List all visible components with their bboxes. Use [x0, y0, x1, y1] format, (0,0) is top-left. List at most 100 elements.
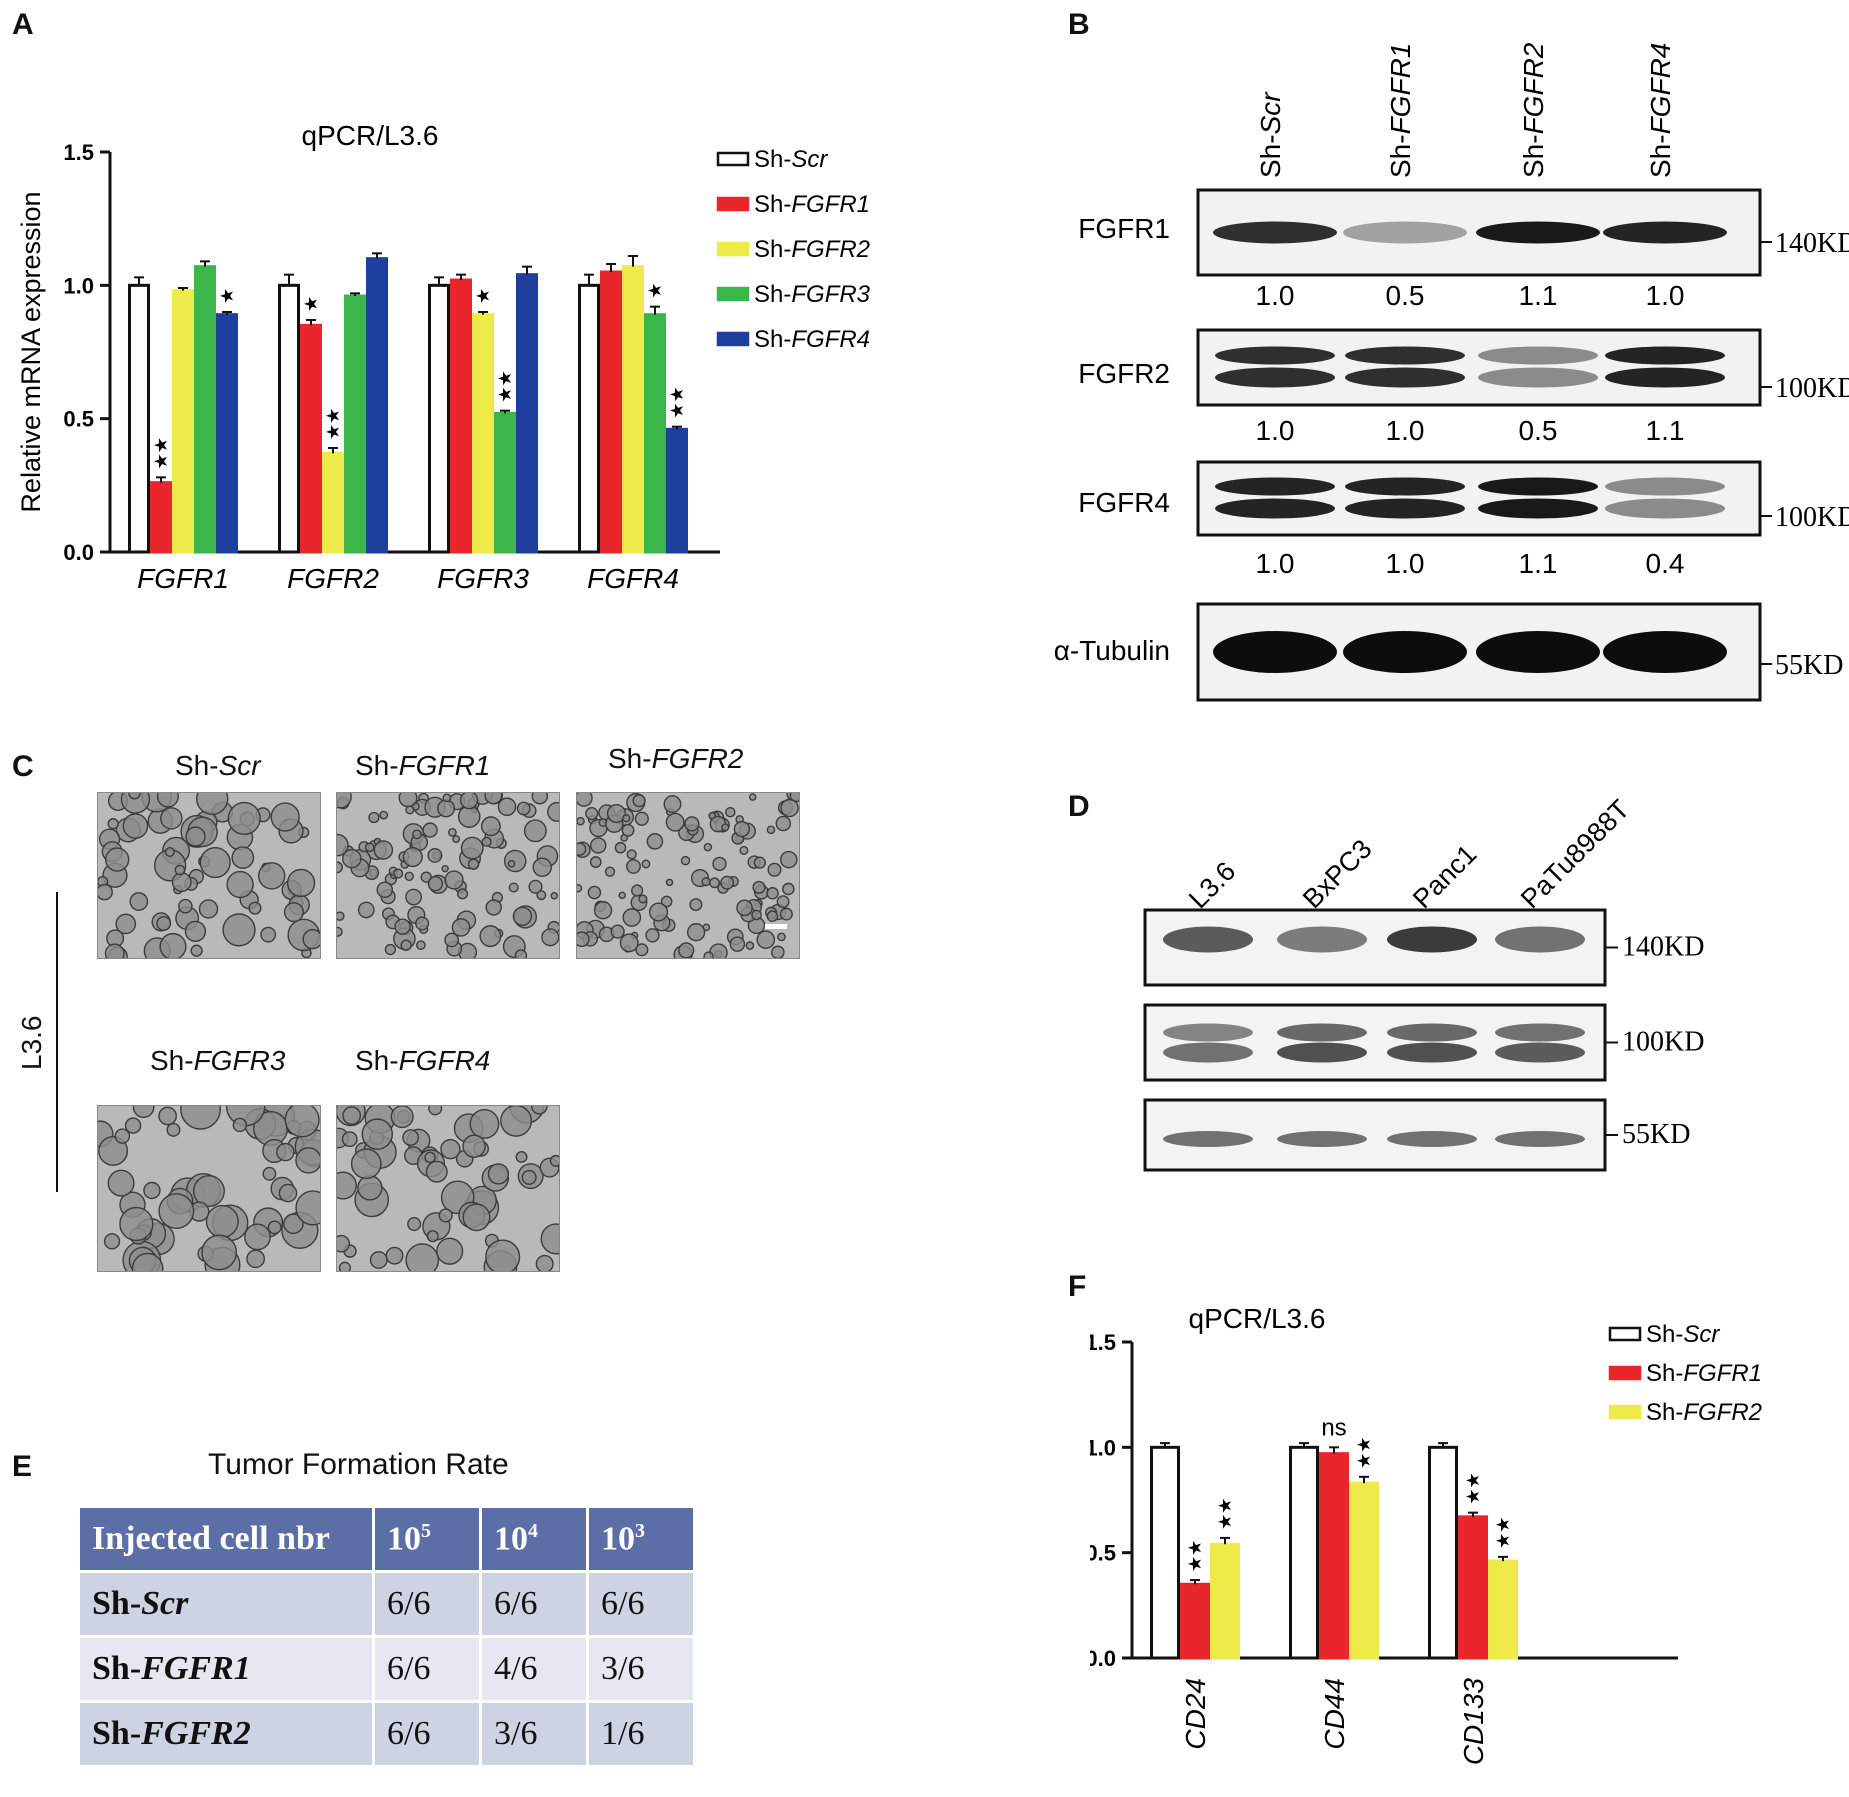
spheroid — [701, 877, 711, 887]
chart-title: qPCR/L3.6 — [302, 120, 439, 151]
legend-label: Sh-FGFR1 — [1646, 1360, 1762, 1387]
bar — [428, 283, 450, 554]
band — [1343, 631, 1467, 673]
spheroid — [156, 793, 179, 808]
spheroid — [302, 928, 320, 950]
spheroid — [686, 923, 706, 942]
spheroid — [244, 1223, 271, 1251]
spheroid — [703, 842, 713, 852]
spheroid — [622, 814, 631, 823]
y-axis-label: Relative mRNA expression — [16, 191, 46, 512]
quantification-value: 1.1 — [1519, 280, 1558, 311]
lane-label: BxPC3 — [1297, 834, 1378, 915]
spheroid — [376, 881, 394, 899]
spheroid — [507, 859, 516, 868]
table-row: Sh-Scr 6/6 6/6 6/6 — [80, 1573, 693, 1635]
spheroid — [766, 887, 779, 900]
spheroid — [593, 901, 613, 920]
spheroid — [337, 1234, 351, 1253]
spheroid — [103, 1233, 121, 1250]
quantification-value: 0.5 — [1519, 415, 1558, 446]
quantification-value: 1.1 — [1646, 415, 1685, 446]
spheroid — [426, 1230, 439, 1243]
spheroid — [660, 895, 673, 908]
band — [1215, 346, 1335, 365]
spheroid — [626, 849, 637, 860]
band — [1603, 631, 1727, 673]
spheroid — [231, 846, 255, 869]
blot-frame — [1196, 460, 1762, 537]
spheroid — [122, 813, 149, 839]
spheroid — [373, 840, 394, 860]
spheroid — [535, 1254, 554, 1271]
spheroid — [480, 816, 501, 837]
spheroid — [438, 1208, 453, 1223]
band — [1603, 221, 1727, 244]
band — [1277, 1131, 1367, 1147]
cell-value: 3/6 — [589, 1638, 693, 1700]
bar — [578, 283, 600, 554]
spheroid — [484, 793, 503, 805]
spheroid — [725, 806, 736, 818]
panel-letter-a: A — [12, 8, 34, 41]
spheroid — [131, 1252, 164, 1271]
band — [1495, 1131, 1585, 1147]
cell-line-bracket — [56, 892, 58, 1192]
spheroid — [626, 858, 641, 874]
spheroid — [457, 888, 469, 900]
spheroid — [284, 1106, 320, 1138]
spheroid — [459, 793, 479, 810]
spheroid — [295, 1190, 320, 1226]
panel-letter-b: B — [1068, 8, 1090, 41]
spheroid — [115, 913, 137, 935]
spheroid — [587, 885, 602, 900]
legend-label: Sh-FGFR1 — [754, 191, 870, 218]
spheroid — [338, 1261, 352, 1271]
x-tick-label: FGFR3 — [437, 563, 529, 594]
spheroid — [523, 819, 547, 843]
spheroid — [577, 816, 585, 826]
y-tick-label: 1.0 — [1090, 1435, 1116, 1460]
spheroid — [198, 899, 219, 919]
significance-label: ★ — [301, 296, 321, 312]
micrograph-sh-scr — [97, 792, 321, 959]
spheroid — [398, 793, 418, 808]
header-1e5: 105 — [375, 1508, 479, 1570]
micrograph-sh-fgfr3 — [97, 1105, 321, 1272]
legend-swatch — [1608, 1365, 1642, 1381]
y-tick-label: 0.0 — [63, 540, 94, 565]
spheroid — [393, 868, 404, 879]
chart-a: qPCR/L3.6 Relative mRNA expression 0.0 0.5 1… — [16, 120, 871, 594]
spheroid — [98, 1136, 129, 1166]
spheroid — [632, 794, 646, 808]
spheroid — [184, 920, 207, 942]
bar — [472, 313, 494, 554]
spheroid — [424, 1151, 436, 1164]
spheroid — [776, 895, 790, 909]
spheroid — [577, 931, 590, 948]
spheroid — [278, 1183, 298, 1203]
spheroid — [577, 884, 583, 893]
panel-letter-f: F — [1068, 1270, 1087, 1303]
spheroid — [342, 1106, 362, 1125]
spheroid — [192, 1175, 225, 1207]
spheroid — [415, 916, 430, 931]
spheroid — [124, 1117, 142, 1134]
spheroid — [129, 892, 149, 911]
spheroid — [180, 1106, 221, 1130]
spheroid — [689, 898, 703, 912]
bar — [1150, 1445, 1180, 1660]
spheroid — [779, 907, 793, 921]
spheroid — [420, 871, 432, 883]
spheroid — [589, 856, 602, 868]
header-1e4: 104 — [482, 1508, 586, 1570]
spheroid — [618, 891, 626, 900]
image-label-fgfr2: Sh-FGFR2 — [608, 743, 744, 774]
spheroid — [337, 861, 343, 874]
spheroid — [646, 833, 664, 850]
size-marker: 100KD — [1622, 1027, 1704, 1058]
spheroid — [590, 837, 607, 854]
bar — [366, 257, 388, 554]
spheroid — [119, 1206, 154, 1242]
